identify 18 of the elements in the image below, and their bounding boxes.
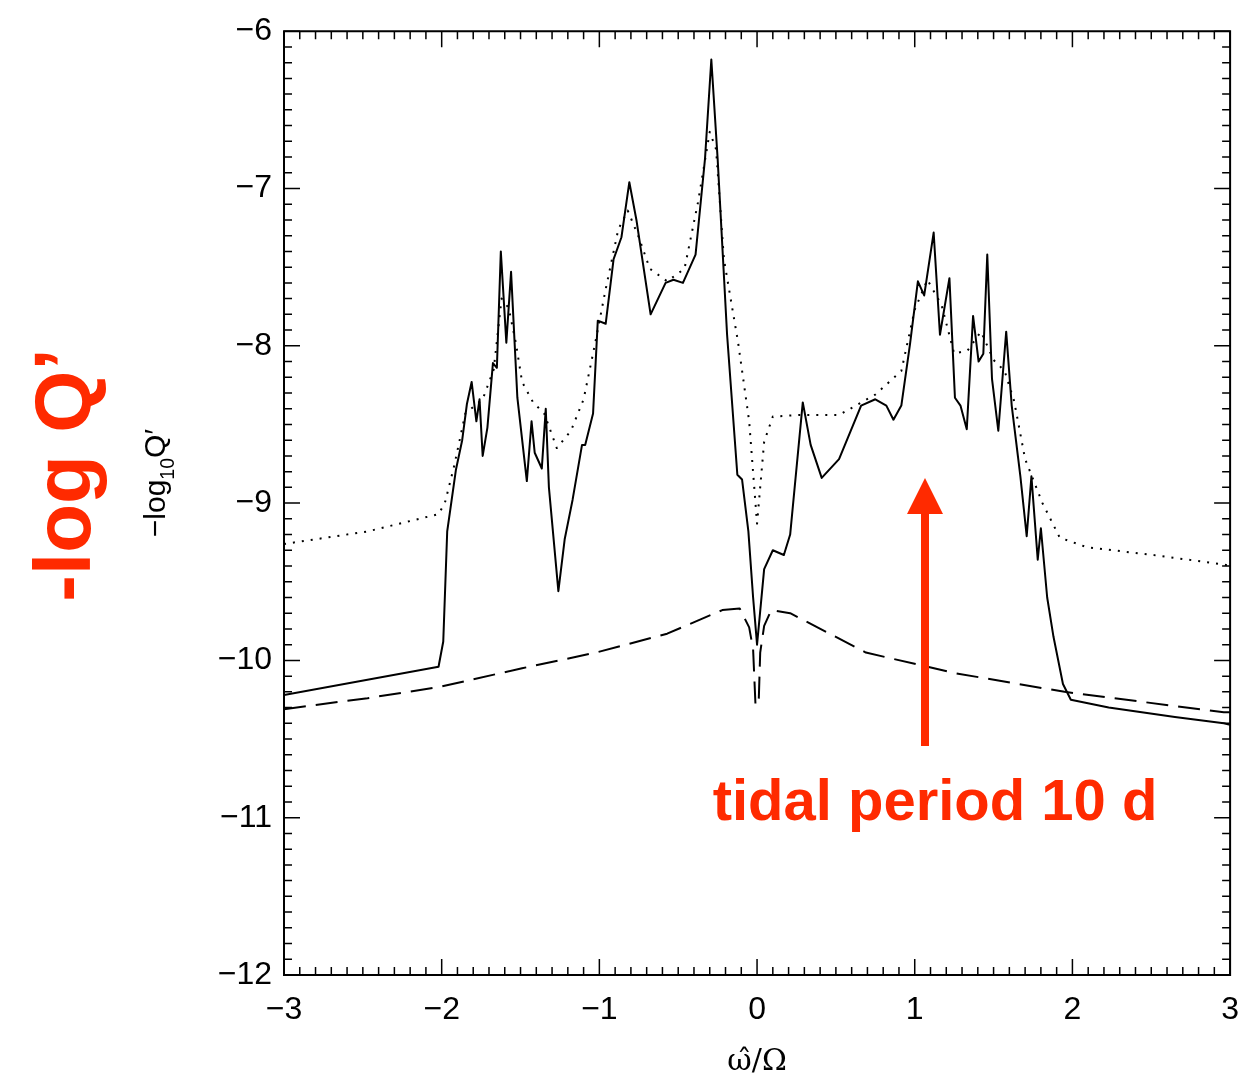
x-tick-label: 2 xyxy=(1063,990,1082,1027)
y-tick-label: −8 xyxy=(235,325,272,362)
text: -log Q’ xyxy=(18,348,107,602)
x-axis-title: ω̂/Ω xyxy=(727,1042,787,1077)
y-tick-label: −12 xyxy=(217,954,272,991)
x-tick-label: 0 xyxy=(748,990,766,1027)
x-tick-label: −2 xyxy=(423,990,460,1027)
x-tick-label: −3 xyxy=(265,990,303,1027)
y-tick-label: −6 xyxy=(235,11,272,48)
y-tick-label: −10 xyxy=(217,640,272,677)
annotation: tidal period 10 d xyxy=(712,767,1158,832)
y-axis-title: −log10Q′ xyxy=(138,428,178,538)
y-tick-label: −7 xyxy=(235,168,272,205)
x-tick-label: 1 xyxy=(905,990,924,1027)
y-tick-label: −9 xyxy=(235,482,272,519)
x-tick-label: 3 xyxy=(1221,990,1239,1027)
y-tick-label: −11 xyxy=(220,797,272,834)
x-tick-label: −1 xyxy=(581,990,618,1027)
